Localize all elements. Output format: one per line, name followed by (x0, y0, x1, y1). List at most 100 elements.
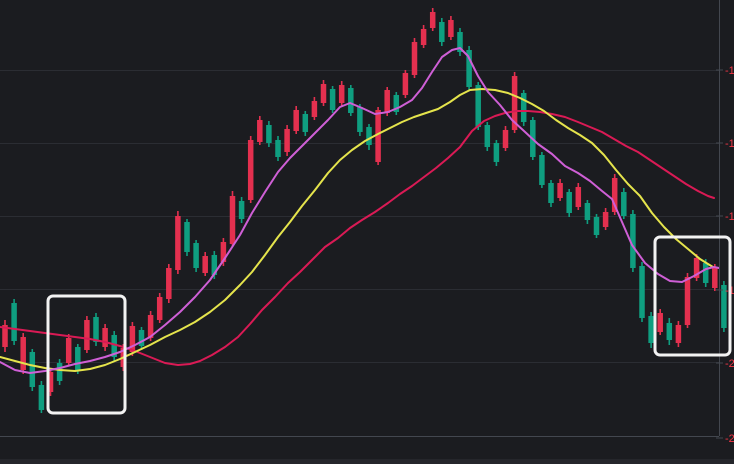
candle (311, 97, 318, 120)
candle (247, 136, 254, 203)
candle (366, 124, 372, 150)
candle-body (247, 140, 254, 200)
candle (630, 210, 636, 272)
candle-body (502, 130, 509, 148)
candle (357, 104, 363, 136)
candle-body (693, 258, 700, 278)
candle-body (166, 268, 172, 299)
y-axis-label: -1 (725, 211, 734, 223)
candle-body (357, 107, 363, 132)
candle (2, 320, 8, 352)
candle (184, 219, 190, 256)
ma-fast-violet (0, 47, 720, 374)
candle (266, 121, 272, 147)
candle-body (429, 12, 436, 28)
candle (566, 189, 572, 217)
candle-body (439, 22, 445, 42)
candle-body (202, 256, 208, 273)
candle-body (675, 325, 682, 343)
candle (557, 179, 563, 201)
candle-body (375, 110, 381, 162)
candle-body (575, 187, 582, 207)
candle-body (702, 263, 709, 283)
candle (56, 359, 63, 385)
highlight-annotation-box (46, 294, 127, 415)
candle-body (384, 90, 390, 113)
y-axis-label: -1 (725, 65, 734, 77)
candle-body (420, 29, 427, 45)
candle (684, 273, 691, 328)
candle (466, 46, 472, 90)
candle (539, 152, 545, 188)
candle-body (457, 32, 463, 52)
candle (138, 327, 145, 350)
candle-body (593, 217, 600, 235)
y-axis-label: -1 (725, 138, 734, 150)
candle-body (393, 95, 400, 112)
candle (712, 264, 718, 291)
candle (648, 312, 654, 348)
candle (502, 126, 509, 151)
candle-body (229, 196, 236, 244)
candle-body (47, 372, 54, 392)
candle (193, 240, 199, 272)
ma-mid-yellow (0, 88, 714, 372)
candle-body (20, 337, 26, 370)
candle (47, 368, 54, 396)
ma-slow-crimson (0, 110, 715, 366)
candle-body (539, 155, 545, 185)
candle-body (338, 85, 345, 103)
candle (329, 86, 336, 113)
candle-body (320, 84, 327, 103)
candle-body (75, 347, 81, 370)
candle (302, 111, 309, 136)
highlight-annotation-box (653, 235, 732, 357)
candle-body (238, 201, 245, 219)
candle-body (302, 114, 309, 132)
candle-body (493, 143, 500, 162)
candle-body (293, 110, 299, 131)
candle (457, 28, 463, 56)
candle-body (520, 93, 527, 122)
candle (348, 85, 354, 116)
candle-body (56, 363, 63, 381)
candle (420, 25, 427, 48)
candle-body (2, 325, 8, 347)
y-axis-label: -2 (725, 433, 734, 445)
candle-body (448, 20, 454, 37)
candle-body (257, 120, 263, 142)
candle (411, 38, 418, 78)
candle (65, 334, 72, 366)
y-axis-label: -2 (725, 358, 734, 370)
candle (584, 200, 591, 224)
candle-body (11, 303, 17, 341)
candle-body (156, 297, 163, 320)
candle-body (111, 335, 117, 357)
candle (284, 125, 290, 156)
candle (375, 107, 381, 165)
candle-body (639, 266, 645, 318)
candle-body (275, 140, 281, 157)
candle-body (621, 192, 627, 216)
candle-body (84, 320, 90, 350)
candle (229, 191, 236, 247)
candle (320, 80, 327, 106)
candle-body (93, 317, 99, 342)
candle-body (402, 73, 409, 95)
candle (621, 188, 627, 219)
candle (257, 116, 263, 145)
candle (639, 262, 645, 322)
annotation-boxes (46, 235, 732, 415)
candle-body (211, 255, 218, 275)
candle-body (721, 285, 727, 328)
candle (657, 309, 663, 335)
candle-body (220, 242, 227, 262)
candle (29, 349, 36, 391)
candle-body (684, 277, 691, 325)
candle (11, 299, 17, 345)
candle-body (129, 326, 136, 352)
candle (175, 211, 181, 274)
footer-strip (0, 459, 734, 464)
